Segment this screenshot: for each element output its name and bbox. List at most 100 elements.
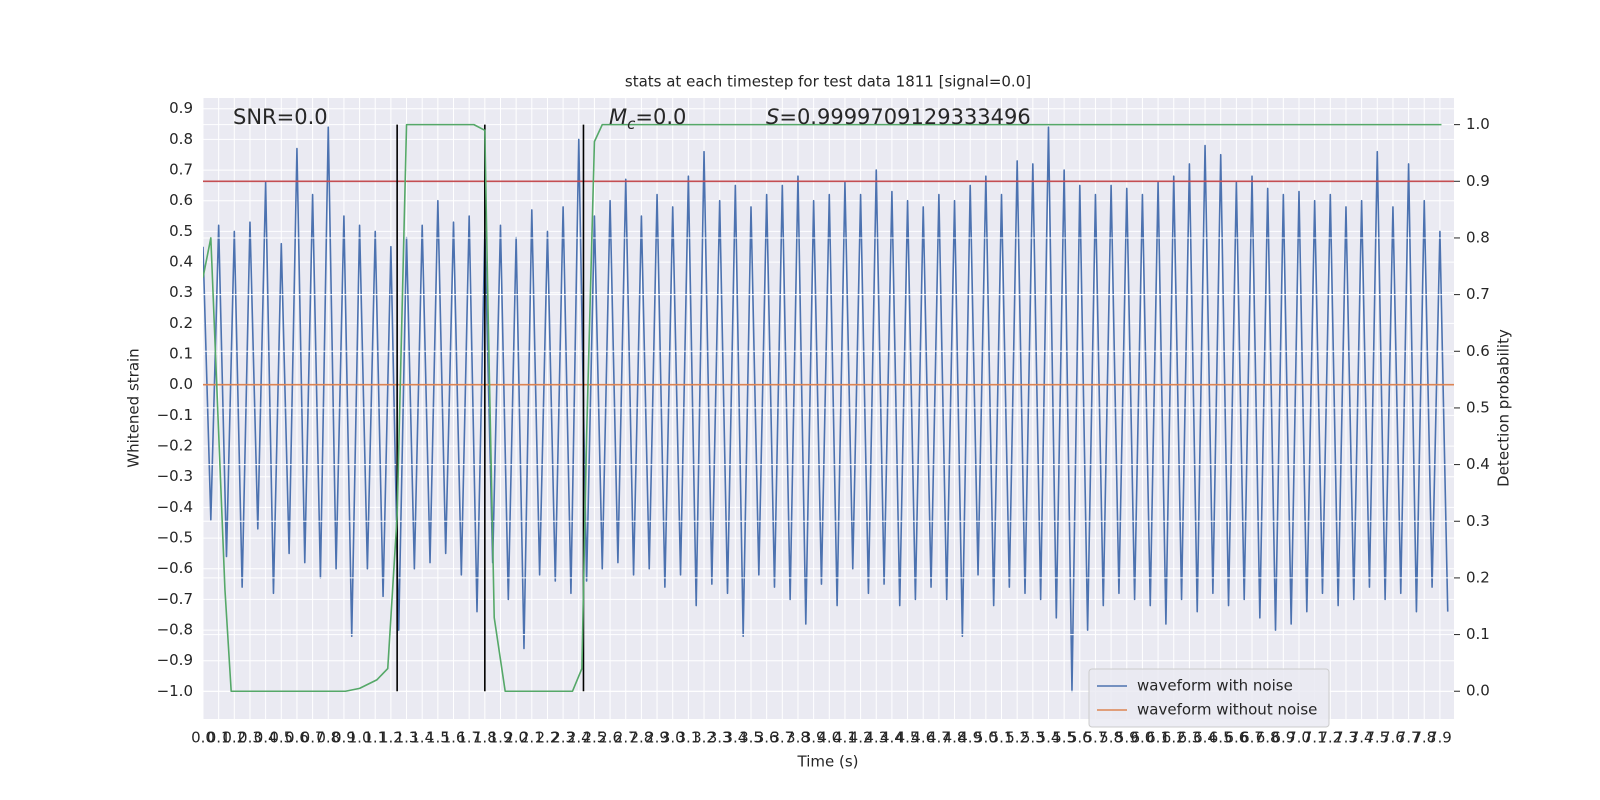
y2-tick-label: 0.4 — [1466, 455, 1490, 473]
y-tick-label: −0.7 — [157, 590, 193, 608]
x-tick-label: 4.6 — [911, 729, 935, 747]
y-tick-label: −0.8 — [157, 621, 193, 639]
y-tick-label: −0.5 — [157, 529, 193, 547]
x-tick-label: 1.6 — [442, 729, 466, 747]
y-tick-label: 0.7 — [169, 161, 193, 179]
x-tick-label: 6.5 — [1209, 729, 1233, 747]
x-tick-label: 1.5 — [426, 729, 450, 747]
y-axis-label: Whitened strain — [125, 348, 143, 467]
x-tick-label: 4.5 — [896, 729, 920, 747]
y2-tick-label: 0.5 — [1466, 398, 1490, 416]
x-tick-label: 5.0 — [974, 729, 998, 747]
plot-layer — [203, 123, 1442, 693]
y-tick-label: 0.5 — [169, 222, 193, 240]
x-tick-label: 0.7 — [301, 729, 325, 747]
y-tick-label: 0.6 — [169, 191, 193, 209]
x-tick-label: 0.8 — [316, 729, 340, 747]
x-tick-label: 4.7 — [927, 729, 951, 747]
y-tick-label: −0.3 — [157, 467, 193, 485]
x-tick-label: 6.8 — [1256, 729, 1280, 747]
x-tick-label: 6.6 — [1224, 729, 1248, 747]
x-tick-label: 5.4 — [1037, 729, 1061, 747]
x-tick-label: 2.0 — [504, 729, 528, 747]
x-tick-label: 4.2 — [849, 729, 873, 747]
series-line — [203, 123, 1442, 693]
x-tick-label: 3.0 — [661, 729, 685, 747]
annotation-text: =0.0 — [635, 105, 686, 129]
x-tick-label: 6.2 — [1162, 729, 1186, 747]
x-tick-label: 7.5 — [1365, 729, 1389, 747]
x-tick-label: 3.5 — [739, 729, 763, 747]
x-tick-label: 5.6 — [1068, 729, 1092, 747]
x-tick-label: 7.7 — [1397, 729, 1421, 747]
x-axis-label: Time (s) — [797, 753, 859, 771]
x-tick-label: 5.9 — [1115, 729, 1139, 747]
y-tick-label: 0.8 — [169, 130, 193, 148]
x-tick-label: 0.3 — [238, 729, 262, 747]
x-tick-label: 6.4 — [1193, 729, 1217, 747]
x-tick-label: 6.7 — [1240, 729, 1264, 747]
x-tick-label: 2.3 — [551, 729, 575, 747]
y-tick-label: −1.0 — [157, 682, 193, 700]
x-tick-label: 4.0 — [817, 729, 841, 747]
x-tick-label: 5.2 — [1005, 729, 1029, 747]
x-tick-label: 5.7 — [1084, 729, 1108, 747]
x-tick-label: 0.2 — [222, 729, 246, 747]
x-tick-label: 3.3 — [708, 729, 732, 747]
x-tick-label: 2.5 — [582, 729, 606, 747]
x-tick-label: 3.4 — [723, 729, 747, 747]
annotation: S=0.9999709129333496 — [766, 105, 1031, 129]
x-tick-label: 1.1 — [363, 729, 387, 747]
x-tick-label: 7.1 — [1303, 729, 1327, 747]
x-tick-label: 0.9 — [332, 729, 356, 747]
x-tick-label: 4.9 — [958, 729, 982, 747]
annotation: SNR=0.0 — [233, 105, 328, 129]
y2-tick-label: 0.6 — [1466, 342, 1490, 360]
x-tick-label: 1.0 — [348, 729, 372, 747]
x-tick-label: 4.3 — [864, 729, 888, 747]
legend-label: waveform with noise — [1137, 677, 1293, 695]
y2-axis-label: Detection probability — [1495, 329, 1513, 487]
annotation-symbol: M — [609, 105, 627, 129]
y2-tick-label: 0.0 — [1466, 682, 1490, 700]
y2-tick-label: 0.1 — [1466, 625, 1490, 643]
x-tick-label: 2.4 — [567, 729, 591, 747]
x-tick-label: 6.0 — [1130, 729, 1154, 747]
x-tick-label: 1.2 — [379, 729, 403, 747]
x-tick-label: 2.9 — [645, 729, 669, 747]
x-tick-label: 6.1 — [1146, 729, 1170, 747]
y-tick-label: −0.4 — [157, 498, 193, 516]
x-tick-label: 0.6 — [285, 729, 309, 747]
y-tick-label: −0.2 — [157, 437, 193, 455]
x-tick-label: 3.9 — [802, 729, 826, 747]
y-tick-label: −0.1 — [157, 406, 193, 424]
x-tick-label: 4.1 — [833, 729, 857, 747]
x-tick-label: 7.6 — [1381, 729, 1405, 747]
x-tick-label: 3.7 — [770, 729, 794, 747]
x-tick-label: 3.1 — [676, 729, 700, 747]
y-tick-label: −0.9 — [157, 651, 193, 669]
y-tick-label: 0.4 — [169, 253, 193, 271]
y-tick-label: 0.9 — [169, 99, 193, 117]
x-tick-label: 2.2 — [536, 729, 560, 747]
x-tick-label: 4.8 — [943, 729, 967, 747]
y2-tick-label: 0.2 — [1466, 568, 1490, 586]
x-tick-label: 7.9 — [1428, 729, 1452, 747]
x-tick-label: 7.0 — [1287, 729, 1311, 747]
x-tick-label: 6.9 — [1271, 729, 1295, 747]
x-tick-label: 3.2 — [692, 729, 716, 747]
x-tick-label: 5.3 — [1021, 729, 1045, 747]
annotation: Mc=0.0 — [609, 105, 686, 133]
y2-tick-label: 0.7 — [1466, 285, 1490, 303]
y2-tick-label: 0.9 — [1466, 172, 1490, 190]
x-tick-label: 0.1 — [207, 729, 231, 747]
x-tick-label: 1.9 — [489, 729, 513, 747]
x-tick-label: 2.1 — [520, 729, 544, 747]
y-tick-label: 0.1 — [169, 345, 193, 363]
legend-label: waveform without noise — [1137, 701, 1317, 719]
x-tick-label: 5.1 — [990, 729, 1014, 747]
y2-tick-label: 1.0 — [1466, 115, 1490, 133]
y-tick-label: −0.6 — [157, 559, 193, 577]
x-tick-label: 7.8 — [1412, 729, 1436, 747]
x-tick-label: 1.8 — [473, 729, 497, 747]
